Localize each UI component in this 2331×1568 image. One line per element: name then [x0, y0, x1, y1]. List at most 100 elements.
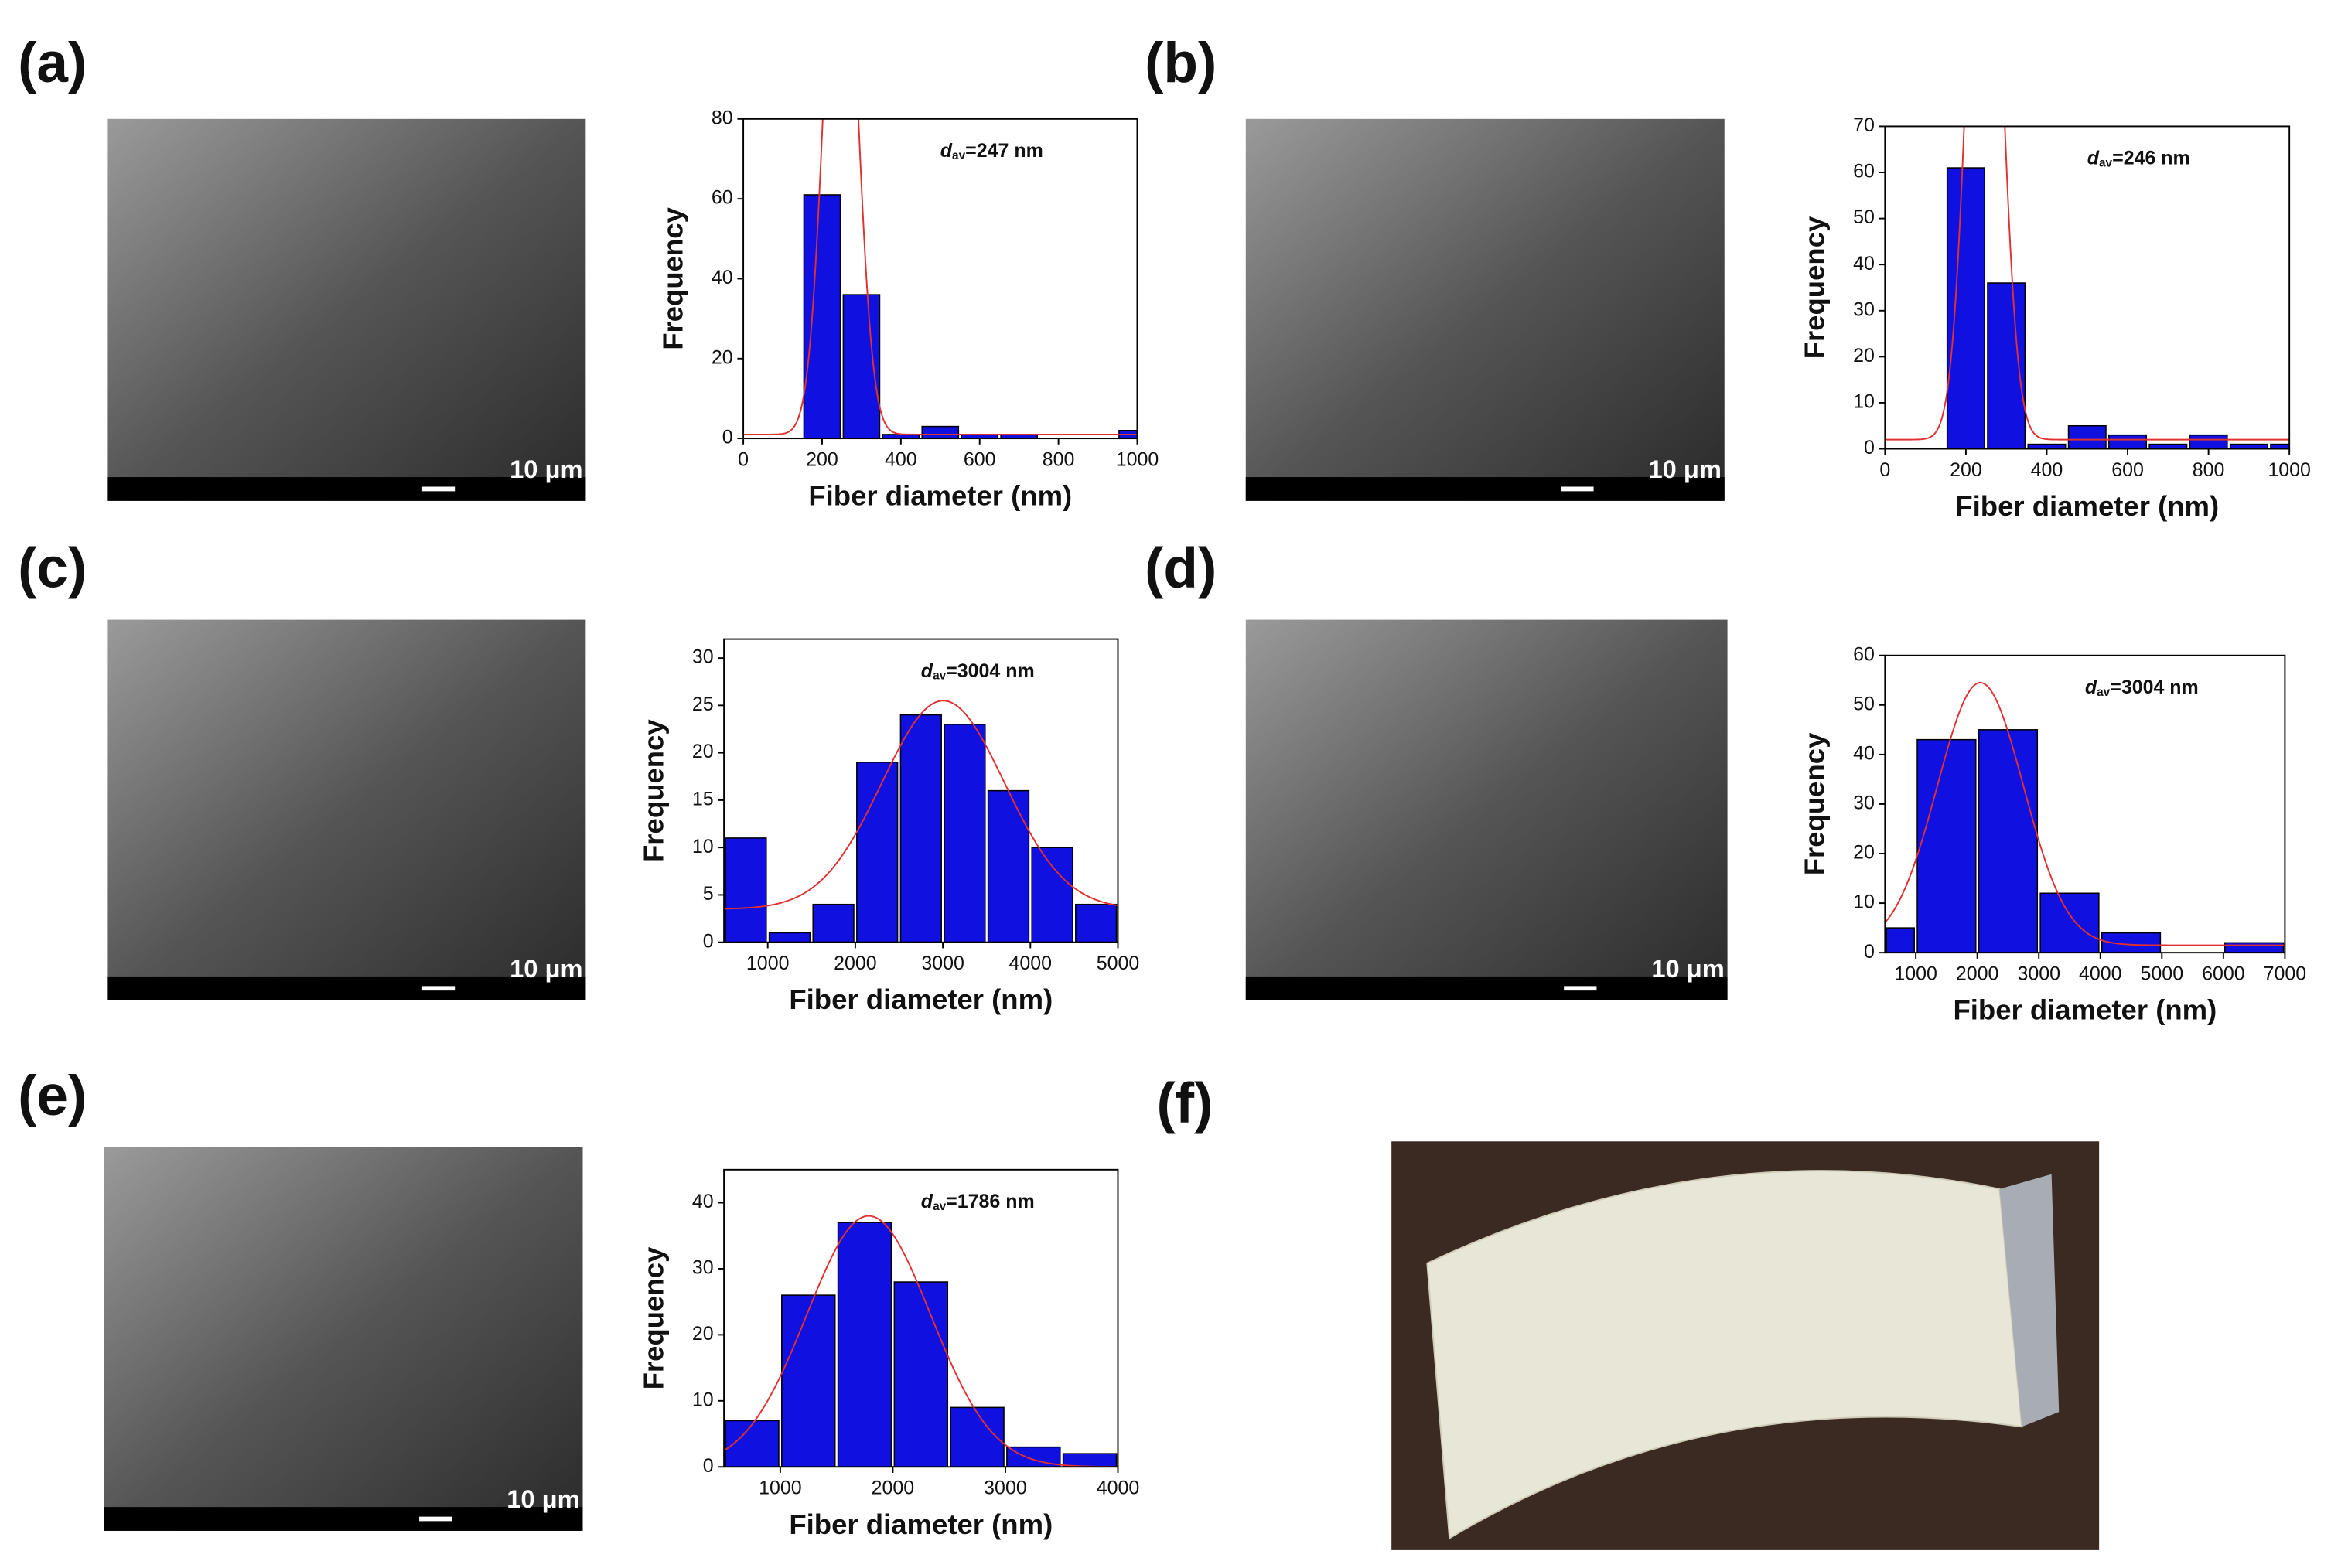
- bar: [2108, 434, 2148, 449]
- x-axis-title: Fiber diameter (nm): [808, 480, 1072, 512]
- bar: [921, 425, 960, 439]
- x-tick-label: 800: [1043, 449, 1075, 471]
- x-tick-label: 5000: [1097, 953, 1140, 974]
- y-axis-title: Frequency: [1799, 732, 1831, 875]
- panel-label: (d): [1145, 537, 1217, 599]
- bar: [987, 789, 1030, 943]
- x-tick-label: 3000: [984, 1478, 1027, 1499]
- fit-curve: [724, 1215, 1118, 1467]
- annotation-symbol: d: [940, 140, 953, 162]
- info-bar: [1245, 976, 1728, 1000]
- bar: [812, 903, 855, 943]
- annotation-text: =246 nm: [2112, 147, 2190, 169]
- x-tick-label: 200: [1950, 459, 1982, 481]
- fit-curve: [1885, 682, 2285, 946]
- bar: [2189, 434, 2228, 449]
- bar: [893, 1281, 949, 1467]
- panel-label: (a): [18, 32, 87, 94]
- y-tick-label: 30: [1853, 298, 1875, 320]
- y-tick-label: 50: [1853, 206, 1875, 228]
- bar: [1978, 729, 2039, 953]
- bar: [1886, 927, 1915, 953]
- y-axis-title: Frequency: [657, 206, 688, 349]
- annotation-subscript: av: [933, 1200, 947, 1213]
- panel-label: (f): [1156, 1072, 1213, 1134]
- bar: [725, 837, 767, 943]
- plot-frame: [1884, 125, 2291, 450]
- bar: [2039, 892, 2100, 953]
- x-tick-label: 1000: [1894, 963, 1937, 985]
- bar: [2224, 942, 2285, 953]
- scale-bar-label: 10 μm: [507, 1484, 579, 1513]
- bar: [2270, 443, 2290, 449]
- info-bar: [1245, 477, 1725, 501]
- scale-bar-label: 10 μm: [1651, 954, 1724, 983]
- sem-image: [1245, 619, 1728, 1000]
- panel-label: (e): [18, 1065, 87, 1127]
- bar: [803, 194, 841, 439]
- x-tick-label: 6000: [2202, 963, 2245, 985]
- bar: [1916, 738, 1977, 953]
- photo: [1391, 1141, 2100, 1550]
- y-tick-label: 80: [712, 107, 733, 128]
- bar: [2067, 424, 2107, 449]
- plot-frame: [742, 118, 1138, 440]
- y-tick-label: 0: [1864, 437, 1875, 458]
- y-tick-label: 5: [703, 883, 714, 905]
- y-tick-label: 20: [1853, 842, 1875, 864]
- x-tick-label: 0: [1879, 459, 1890, 481]
- bar: [1075, 903, 1118, 943]
- x-axis-title: Fiber diameter (nm): [789, 983, 1053, 1015]
- y-axis-title: Frequency: [637, 719, 669, 862]
- bar: [1946, 167, 1985, 449]
- annotation-subscript: av: [2099, 157, 2113, 170]
- y-tick-label: 0: [1864, 941, 1875, 963]
- fit-curve: [724, 700, 1118, 910]
- annotation-subscript: av: [952, 149, 966, 162]
- x-tick-label: 600: [2111, 459, 2144, 481]
- annotation-text: =1786 nm: [946, 1191, 1035, 1212]
- x-tick-label: 800: [2193, 459, 2225, 481]
- plot: [1885, 126, 2290, 449]
- y-tick-label: 0: [722, 427, 733, 448]
- bar: [1031, 847, 1073, 943]
- x-tick-label: 400: [885, 449, 917, 471]
- y-tick-label: 30: [1853, 793, 1875, 814]
- x-tick-label: 200: [806, 449, 838, 471]
- x-tick-label: 600: [964, 449, 996, 471]
- plot-frame: [723, 1168, 1119, 1468]
- plot: [724, 700, 1118, 943]
- x-tick-label: 3000: [2017, 963, 2060, 985]
- sem-image: [104, 1147, 583, 1531]
- y-tick-label: 0: [703, 930, 714, 952]
- x-tick-label: 400: [2031, 459, 2063, 481]
- fit-curve: [743, 118, 1138, 435]
- scale-bar-label: 10 μm: [510, 954, 582, 983]
- plot: [743, 118, 1138, 439]
- y-tick-label: 60: [712, 187, 733, 209]
- sem-image: [1245, 118, 1725, 501]
- y-tick-label: 20: [692, 1323, 714, 1345]
- info-bar: [107, 477, 586, 501]
- bar: [950, 1406, 1005, 1467]
- y-tick-label: 25: [692, 694, 714, 715]
- bar: [1062, 1453, 1118, 1467]
- sem-image: [107, 619, 586, 1000]
- info-bar: [104, 1507, 583, 1531]
- annotation-text: =3004 nm: [2110, 677, 2199, 698]
- y-axis-title: Frequency: [1799, 216, 1831, 359]
- annotation-symbol: d: [921, 1191, 933, 1212]
- bar: [768, 932, 811, 943]
- y-tick-label: 20: [692, 741, 714, 762]
- annotation-symbol: d: [2085, 677, 2097, 698]
- x-tick-label: 2000: [1956, 963, 1999, 985]
- x-tick-label: 4000: [2079, 963, 2122, 985]
- bar: [856, 762, 899, 943]
- y-tick-label: 30: [692, 646, 714, 668]
- y-tick-label: 40: [712, 267, 733, 288]
- bar: [944, 724, 986, 943]
- y-tick-label: 10: [1853, 891, 1875, 913]
- x-tick-label: 1000: [2268, 459, 2311, 481]
- scale-bar-label: 10 μm: [510, 455, 582, 483]
